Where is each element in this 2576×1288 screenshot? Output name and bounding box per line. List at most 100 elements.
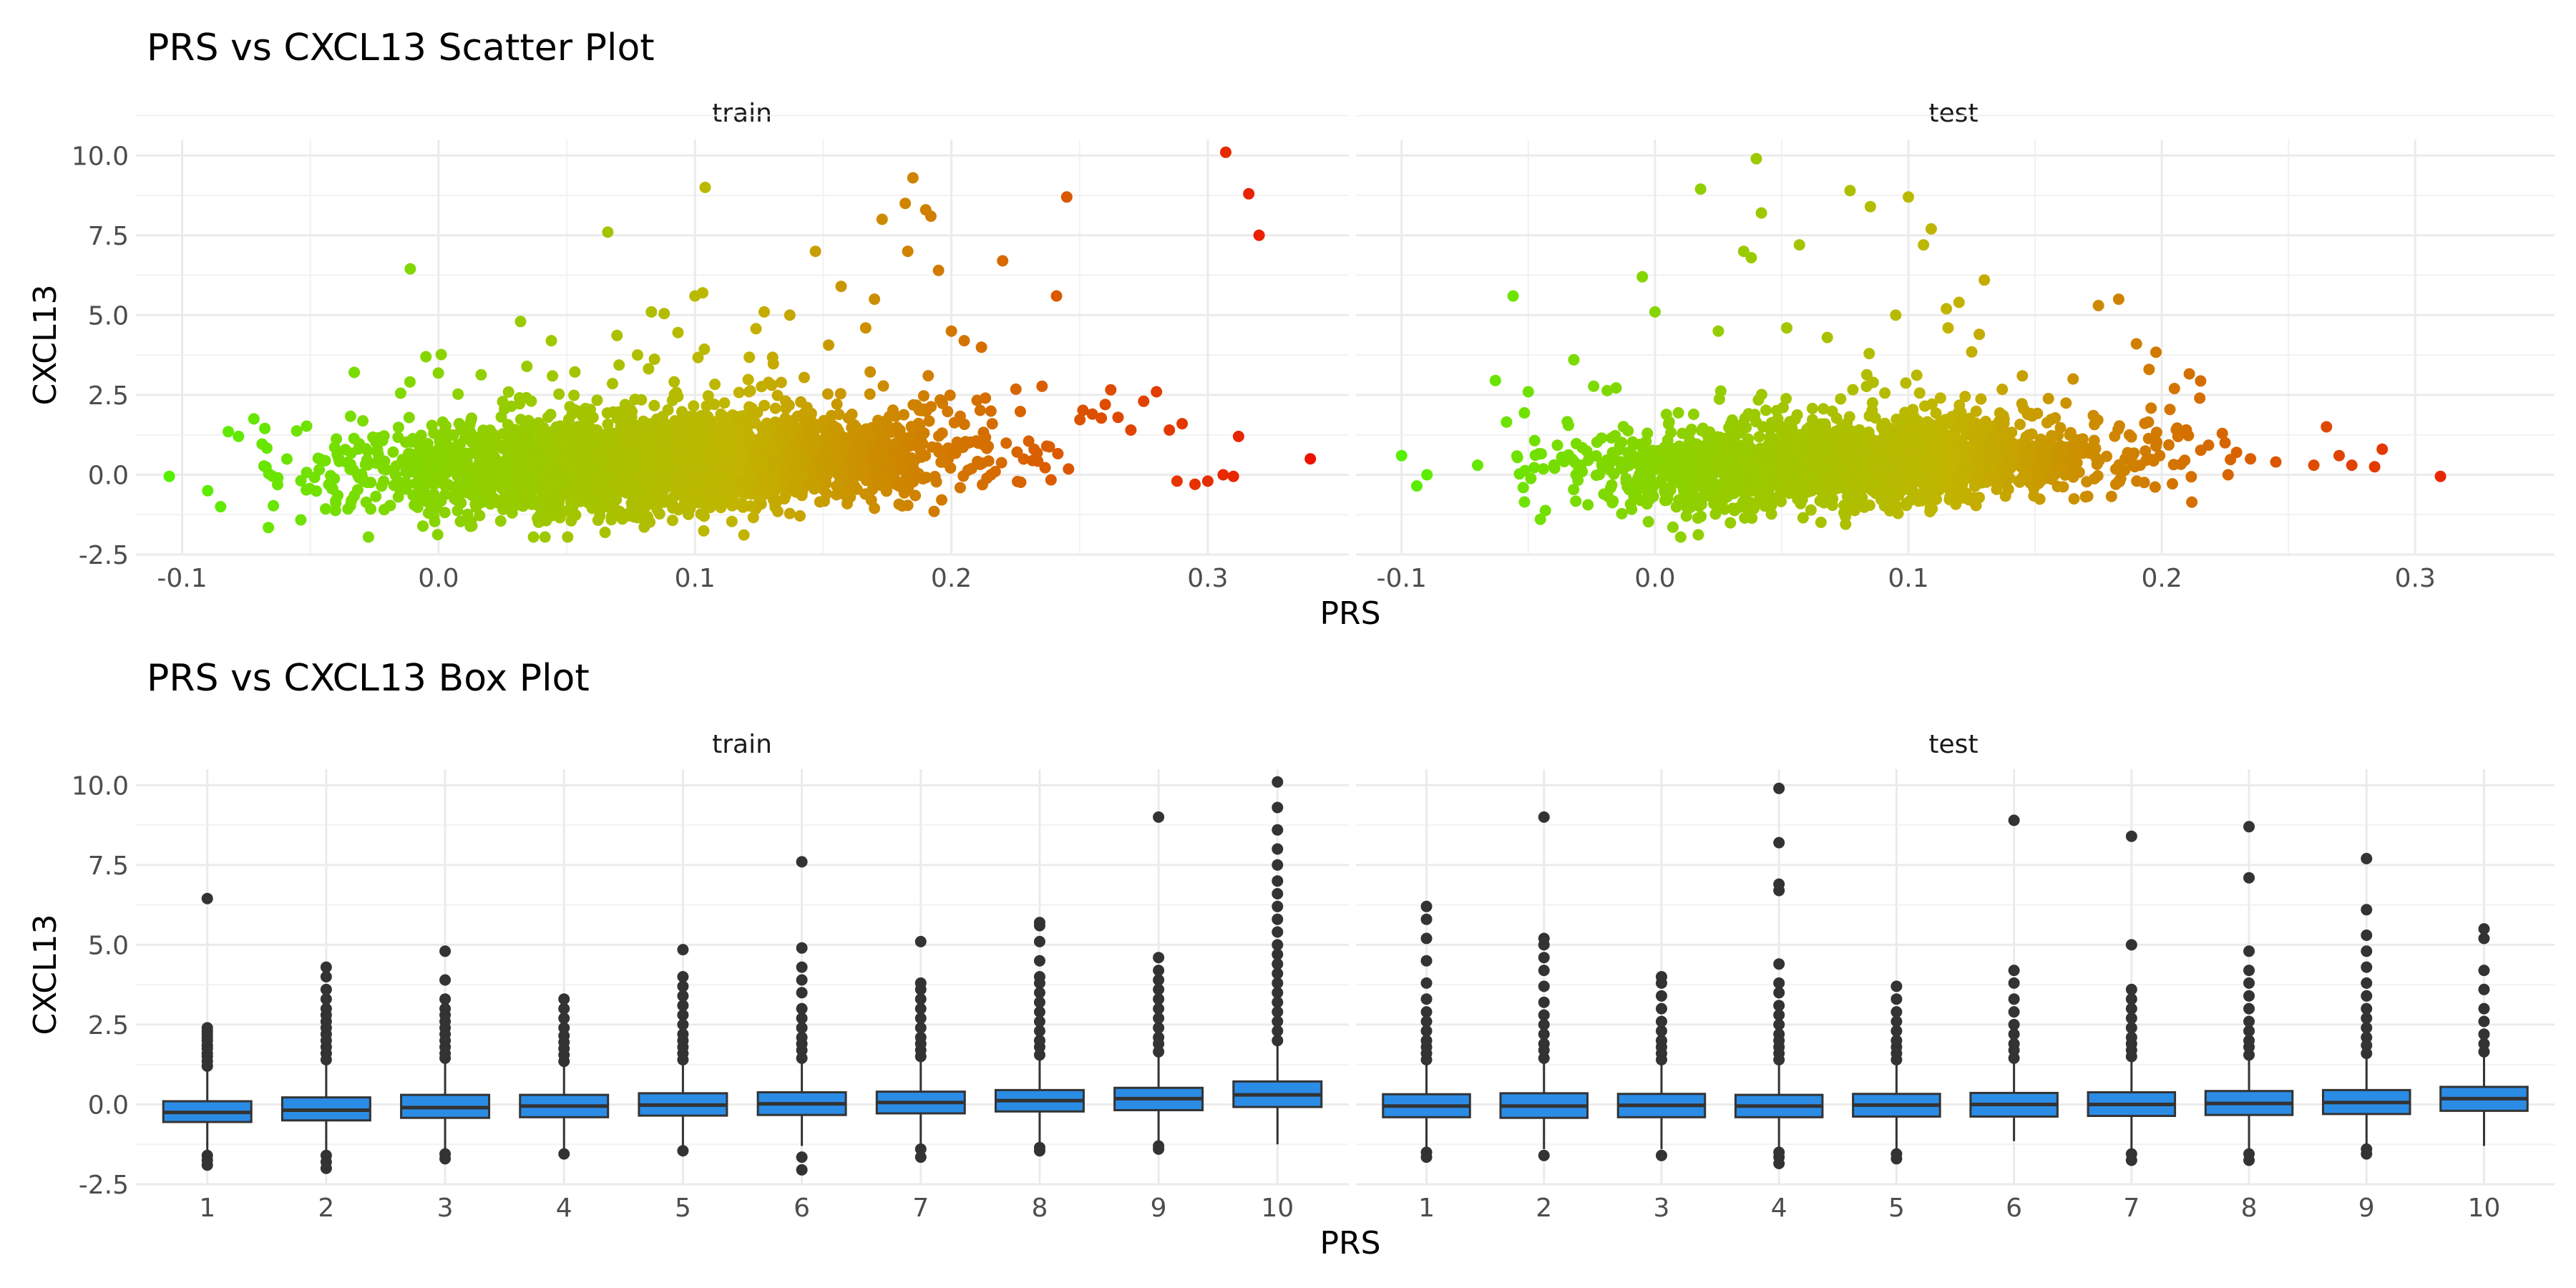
scatter-point [420,447,432,459]
scatter-point [527,421,539,433]
scatter-point [348,366,361,379]
scatter-point [281,453,293,465]
scatter-point [1911,369,1923,381]
scatter-facet-train-label: train [712,99,772,128]
scatter-point [1253,229,1265,241]
scatter-point [590,425,602,437]
x-tick-label: 0.1 [675,564,716,593]
scatter-point [766,351,779,364]
scatter-point [432,367,444,379]
scatter-point [1570,495,1582,507]
scatter-point [914,429,927,441]
scatter-point [613,359,625,371]
scatter-point [1687,409,1699,420]
scatter-point [820,429,832,441]
scatter-point [502,386,514,398]
scatter-point [834,388,847,400]
scatter-point [540,472,552,484]
scatter-facet-train: train -0.1 0.0 0.1 0.2 0.3 -2.50.02.55.07.51… [72,99,1349,593]
scatter-point [521,429,533,441]
scatter-point [497,428,509,440]
scatter-point [2081,476,2093,488]
scatter-point [702,390,714,402]
scatter-point [1517,482,1529,494]
scatter-point [632,467,644,479]
scatter-point [673,416,686,428]
scatter-point [474,509,486,522]
scatter-point [2016,398,2028,410]
scatter-point [2060,397,2072,409]
scatter-point [766,465,778,477]
scatter-point [1660,409,1672,421]
scatter-point [644,477,656,489]
scatter-point [699,181,711,193]
scatter-point [635,426,647,438]
scatter-point [859,488,872,500]
scatter-point [1601,384,1614,396]
scatter-point [906,421,918,434]
scatter-point [424,466,436,478]
scatter-point [2119,464,2131,477]
scatter-point [769,402,781,414]
scatter-point [547,370,559,382]
scatter-point [463,461,475,473]
scatter-point [372,449,384,461]
scatter-point [592,502,605,514]
scatter-point [431,455,442,467]
scatter-point [779,395,791,407]
scatter-point [668,376,680,388]
scatter-point [2164,404,2176,416]
scatter-point [989,466,1001,477]
scatter-point [1518,496,1531,508]
scatter-point [809,245,821,258]
scatter-point [704,424,716,436]
scatter-point [962,464,974,477]
scatter-point [1026,454,1038,467]
scatter-point [975,341,987,353]
scatter-point [565,497,577,509]
scatter-point [392,431,404,444]
scatter-point [295,474,307,487]
scatter-point [341,457,353,469]
scatter-point [715,502,727,514]
scatter-point [431,502,443,514]
scatter-point [635,394,648,406]
scatter-point [272,479,283,491]
scatter-point [642,511,654,522]
scatter-point [454,515,467,527]
scatter-point [935,456,947,468]
scatter-point [894,424,906,436]
scatter-point [568,389,580,401]
scatter-point [348,489,361,502]
scatter-point [779,473,791,485]
scatter-point [620,463,633,475]
scatter-point [1966,346,1978,358]
scatter-point [600,490,613,502]
scatter-point [403,460,415,472]
scatter-point [685,479,697,491]
scatter-point [492,469,504,481]
x-tick-label: 0.3 [1187,564,1228,593]
scatter-point [865,434,877,445]
scatter-point [215,501,227,513]
scatter-point [611,329,623,341]
scatter-point [794,510,806,522]
scatter-point [825,462,837,474]
scatter-point [570,429,582,441]
scatter-point [1692,529,1704,541]
scatter-point [692,351,704,364]
scatter-point [591,394,603,406]
scatter-point [202,484,214,497]
y-tick-label: 5.0 [88,301,129,331]
scatter-point [922,370,935,382]
scatter-point [2139,417,2151,429]
scatter-point [1672,406,1684,419]
scatter-point [2068,436,2080,449]
scatter-point [738,416,751,427]
scatter-point [409,477,421,489]
scatter-point [1501,416,1513,428]
scatter-point [1010,383,1022,395]
scatter-point [329,504,341,517]
scatter-point [877,380,889,392]
scatter-point [256,438,268,450]
